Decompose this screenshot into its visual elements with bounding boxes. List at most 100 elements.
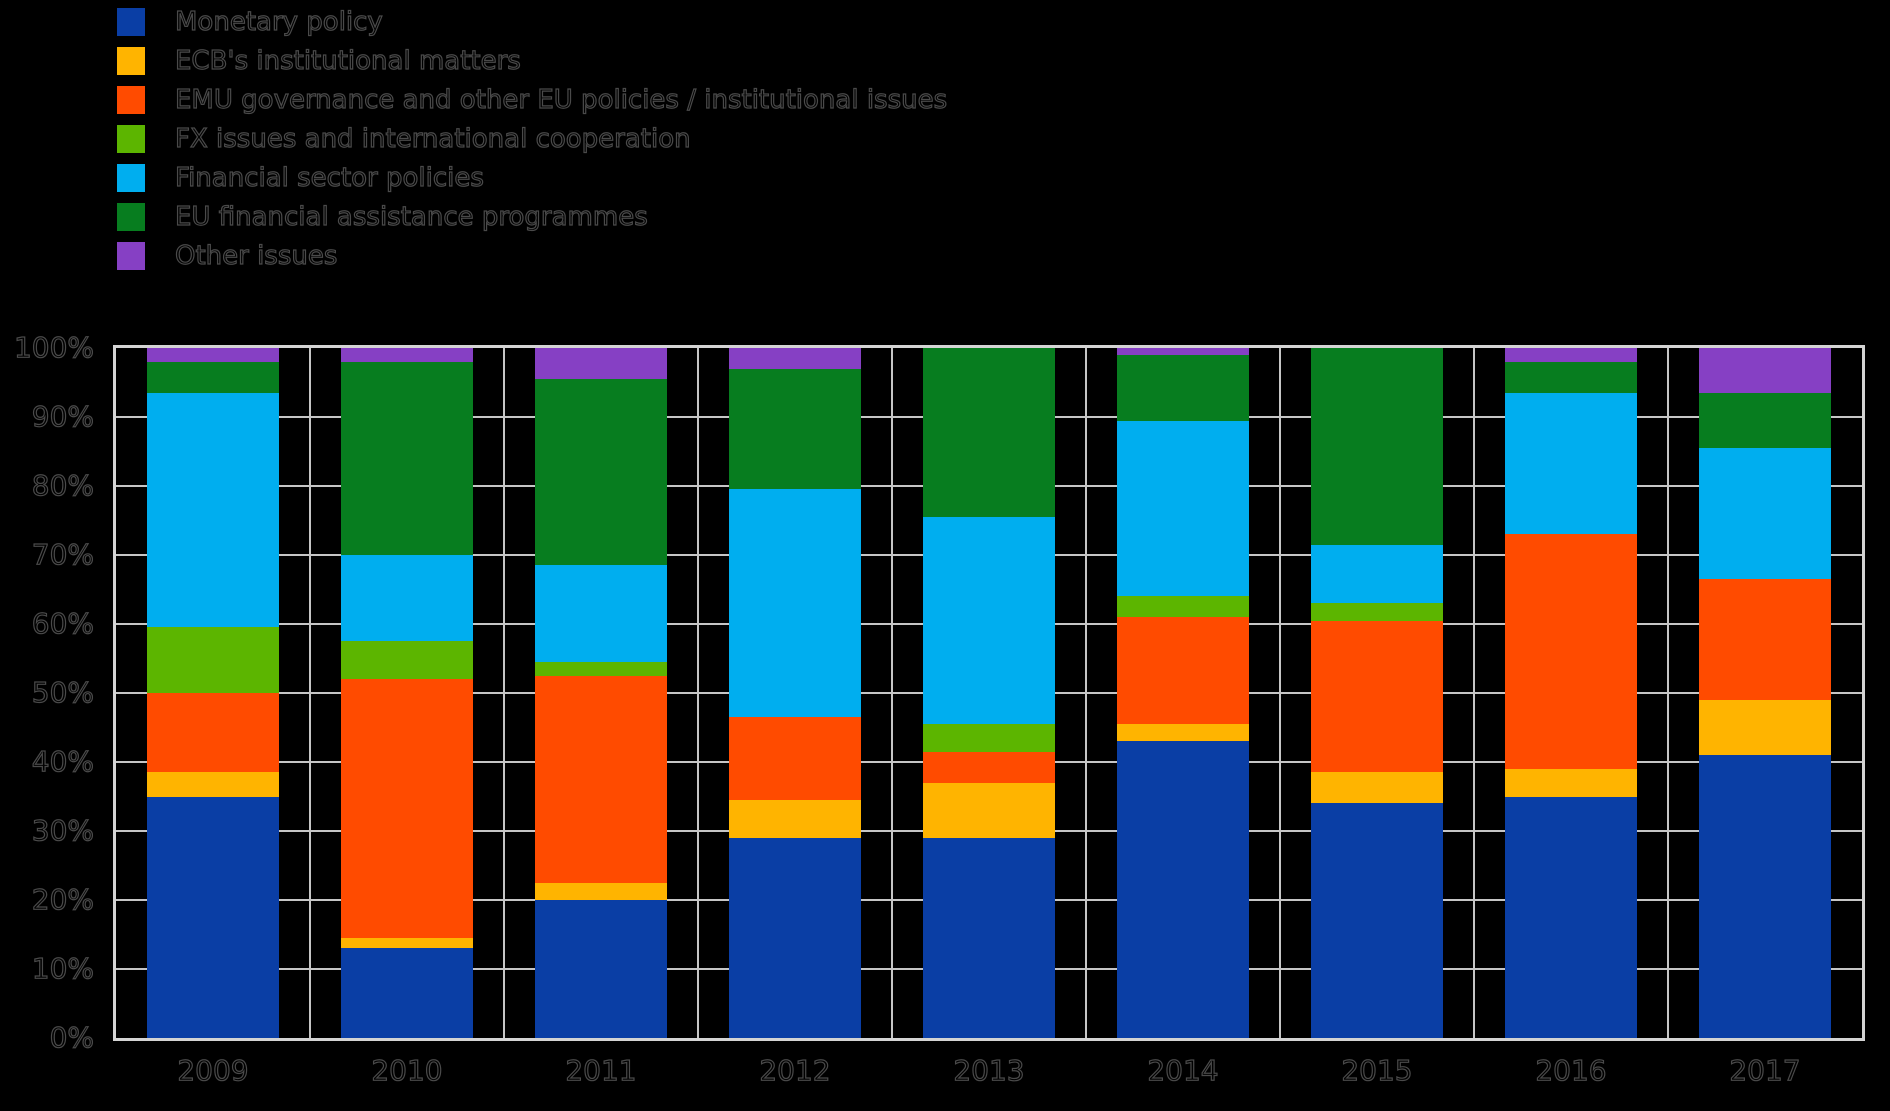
gridline-vertical [1279,348,1281,1038]
bar-segment [1117,741,1249,1038]
gridline-vertical [503,348,505,1038]
gridline-vertical [1473,348,1475,1038]
bar-segment [729,368,861,490]
stacked-bar-2011 [535,348,667,1038]
bar-slot-2015 [1280,348,1474,1038]
x-tick-label: 2017 [1729,1054,1801,1087]
legend-swatch [117,242,145,270]
bar-segment [729,717,861,800]
bar-slot-2011 [504,348,698,1038]
bar-segment [1311,544,1443,604]
x-tick-label: 2016 [1535,1054,1607,1087]
legend-label: Monetary policy [174,7,383,37]
legend-swatch [117,125,145,153]
bar-segment [535,661,667,676]
y-tick-label: 40% [31,745,94,778]
legend-swatch [117,203,145,231]
bar-segment [1311,603,1443,621]
bar-segment [1699,392,1831,449]
y-tick-label: 30% [31,814,94,847]
bar-segment [1505,768,1637,797]
bar-slot-2009 [116,348,310,1038]
bar-segment [1505,534,1637,769]
x-tick-label: 2012 [759,1054,831,1087]
bar-segment [1699,699,1831,756]
bar-segment [535,565,667,662]
legend-label: Financial sector policies [174,163,484,193]
bar-segment [1505,361,1637,393]
x-tick-label: 2015 [1341,1054,1413,1087]
bar-slot-2010 [310,348,504,1038]
bar-segment [1699,348,1831,393]
legend-label: Other issues [174,241,338,271]
stacked-bar-2013 [923,348,1055,1038]
bar-segment [1699,579,1831,700]
x-tick-label: 2014 [1147,1054,1219,1087]
bar-segment [341,641,473,680]
legend-item: EU financial assistance programmes [117,202,947,232]
bar-segment [147,627,279,694]
x-tick-label: 2013 [953,1054,1025,1087]
x-tick-label: 2009 [177,1054,249,1087]
bar-segment [1311,620,1443,773]
gridline-vertical [697,348,699,1038]
bar-slot-2017 [1668,348,1862,1038]
x-tick-label: 2010 [371,1054,443,1087]
bar-segment [535,348,667,380]
bar-segment [341,361,473,556]
legend-item: Monetary policy [117,7,947,37]
y-tick-label: 100% [13,331,94,364]
bar-segment [341,948,473,1038]
bar-segment [1117,596,1249,618]
bar-segment [1311,803,1443,1038]
bar-segment [1117,420,1249,597]
bar-segment [1117,724,1249,742]
gridline-vertical [891,348,893,1038]
bar-segment [1505,392,1637,535]
bar-slot-2013 [892,348,1086,1038]
bar-segment [147,392,279,628]
bar-segment [923,517,1055,725]
bar-segment [147,796,279,1038]
bar-segment [147,348,279,362]
bar-slot-2012 [698,348,892,1038]
bar-segment [923,724,1055,752]
stacked-bar-2017 [1699,348,1831,1038]
bar-segment [923,751,1055,783]
bar-slot-2014 [1086,348,1280,1038]
bar-segment [147,693,279,773]
bar-segment [535,675,667,883]
legend-item: FX issues and international cooperation [117,124,947,154]
y-tick-label: 70% [31,538,94,571]
bar-segment [535,379,667,566]
bars [116,348,1862,1038]
legend-item: EMU governance and other EU policies / i… [117,85,948,115]
y-tick-label: 10% [31,952,94,985]
legend-label: EMU governance and other EU policies / i… [174,85,948,115]
bar-segment [147,772,279,797]
y-tick-label: 60% [31,607,94,640]
y-tick-label: 90% [31,400,94,433]
bar-segment [1117,348,1249,355]
bar-segment [1699,755,1831,1038]
bar-segment [1311,348,1443,545]
stacked-bar-2015 [1311,348,1443,1038]
legend-swatch [117,47,145,75]
legend-swatch [117,164,145,192]
bar-segment [341,555,473,642]
y-tick-label: 20% [31,883,94,916]
legend-label: FX issues and international cooperation [174,124,691,154]
legend: Monetary policy ECB's institutional matte… [117,7,948,271]
bar-segment [729,837,861,1038]
y-tick-label: 80% [31,469,94,502]
stacked-bar-2009 [147,348,279,1038]
stacked-bar-2010 [341,348,473,1038]
bar-segment [1117,617,1249,725]
legend-item: Other issues [117,241,947,271]
bar-slot-2016 [1474,348,1668,1038]
bar-segment [729,799,861,838]
bar-segment [1699,448,1831,580]
legend-item: Financial sector policies [117,163,947,193]
bar-segment [341,937,473,949]
bar-segment [1117,354,1249,421]
